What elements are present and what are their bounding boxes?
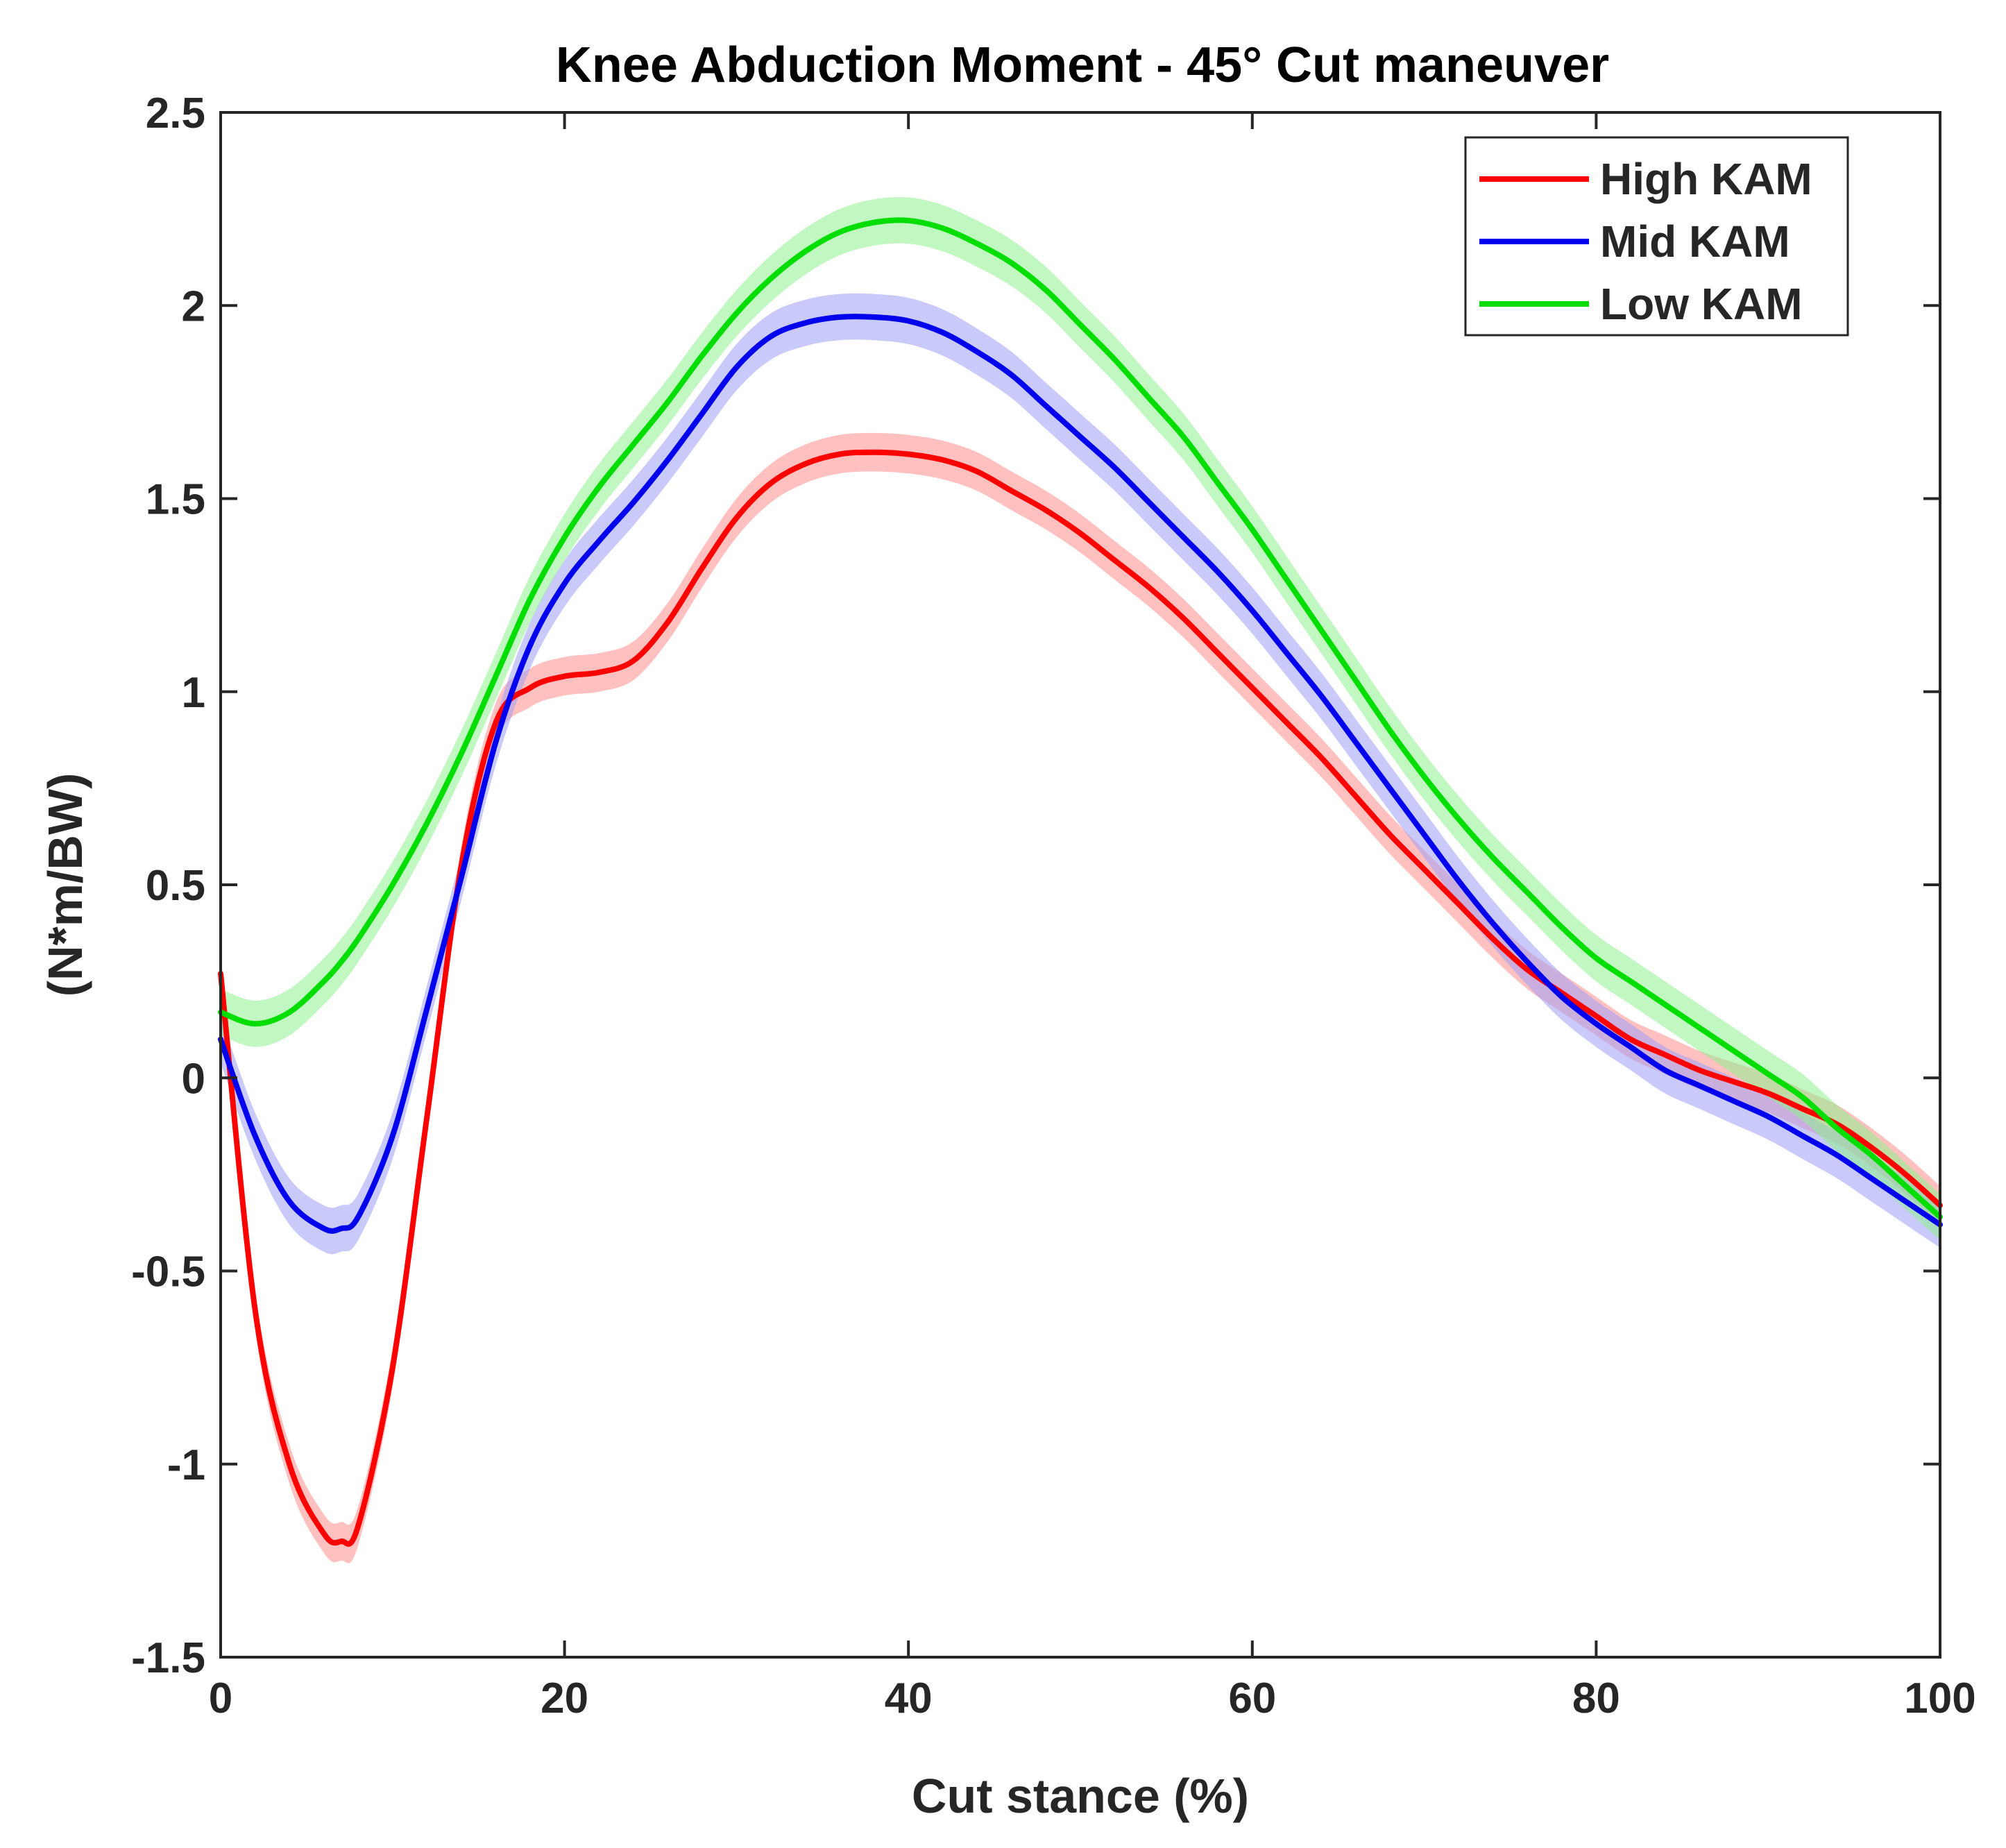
series-line-mid-kam bbox=[218, 314, 1943, 1234]
y-tick-label: -0.5 bbox=[131, 1248, 205, 1296]
y-tick-label: 2.5 bbox=[146, 90, 205, 137]
y-axis-label: (N*m/BW) bbox=[38, 773, 92, 997]
legend-label-mid-kam: Mid KAM bbox=[1600, 217, 1790, 266]
legend: High KAM Mid KAM Low KAM bbox=[1464, 136, 1849, 337]
x-tick-label: 60 bbox=[1228, 1675, 1276, 1722]
series-line-low-kam bbox=[218, 217, 1943, 1220]
chart-title: Knee Abduction Moment - 45° Cut maneuver bbox=[556, 37, 1609, 93]
y-tick-label: 1 bbox=[182, 669, 205, 717]
x-axis-label: Cut stance (%) bbox=[912, 1769, 1249, 1823]
series-line-high-kam bbox=[218, 449, 1943, 1547]
y-tick-label: 1.5 bbox=[146, 476, 205, 524]
x-tick-label: 100 bbox=[1904, 1675, 1975, 1722]
y-tick-label: 2 bbox=[182, 282, 205, 330]
y-tick-label: -1 bbox=[167, 1441, 205, 1489]
x-tick-label: 80 bbox=[1572, 1675, 1620, 1722]
y-tick-label: 0.5 bbox=[146, 862, 205, 910]
y-tick-label: -1.5 bbox=[131, 1634, 205, 1682]
y-tick-label: 0 bbox=[182, 1055, 205, 1103]
legend-label-high-kam: High KAM bbox=[1600, 154, 1812, 204]
band-mid-kam bbox=[221, 293, 1940, 1255]
legend-label-low-kam: Low KAM bbox=[1600, 279, 1803, 329]
x-tick-label: 40 bbox=[885, 1675, 933, 1722]
x-tick-label: 0 bbox=[209, 1675, 232, 1722]
x-tick-label: 20 bbox=[541, 1675, 588, 1722]
band-high-kam bbox=[221, 432, 1940, 1563]
